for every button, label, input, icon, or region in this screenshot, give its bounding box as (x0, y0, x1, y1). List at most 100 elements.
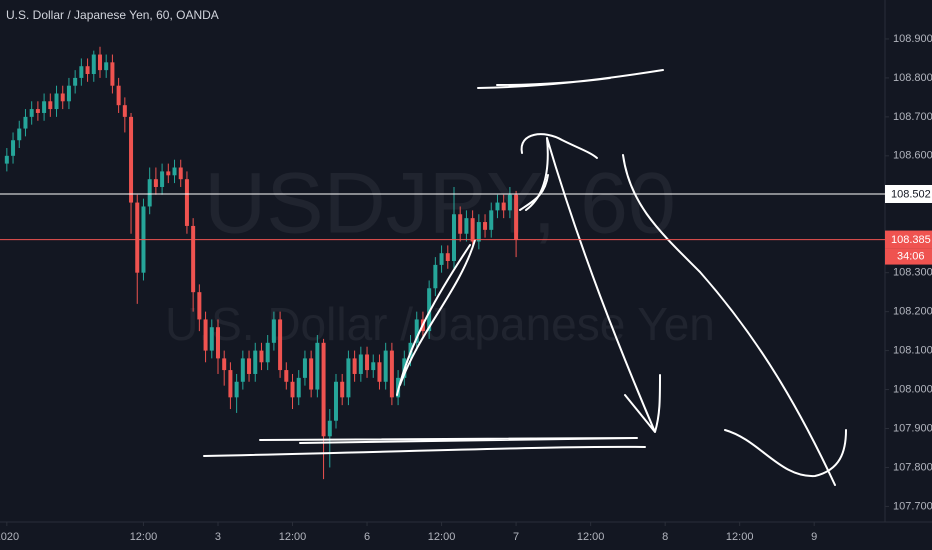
y-tick-label: 107.700 (893, 500, 932, 512)
candle-body (271, 319, 276, 343)
candle-body (445, 253, 450, 261)
candle-body (340, 381, 345, 398)
price-label: 108.502 (891, 188, 931, 200)
candle-body (483, 222, 488, 230)
drawing (396, 174, 549, 396)
candle-body (42, 101, 47, 113)
candle-body (259, 350, 264, 363)
candle-body (327, 420, 332, 437)
candle-body (247, 358, 252, 374)
price-axis (885, 0, 932, 550)
candle-body (166, 171, 171, 176)
candle-body (203, 319, 208, 351)
drawing (259, 437, 638, 444)
candle-body (48, 101, 53, 110)
candle-body (172, 167, 177, 176)
drawing (724, 429, 847, 478)
candle-body (153, 179, 158, 187)
candle-body (507, 194, 512, 211)
candle-body (290, 381, 295, 398)
candle-body (209, 327, 214, 351)
x-tick-label: 9 (811, 531, 817, 543)
candle-body (122, 105, 127, 117)
candle-body (160, 171, 165, 187)
candle-body (309, 358, 314, 390)
candle-body (495, 202, 500, 211)
drawing (477, 69, 664, 89)
candle-body (184, 179, 189, 226)
x-tick-label: 2020 (0, 531, 19, 543)
drawings (203, 69, 847, 486)
y-tick-label: 108.300 (893, 267, 932, 279)
y-tick-label: 107.800 (893, 461, 932, 473)
y-tick-label: 108.600 (893, 150, 932, 162)
candle-body (358, 354, 363, 374)
candle-body (371, 362, 376, 371)
candle-body (54, 93, 59, 110)
y-tick-label: 107.900 (893, 422, 932, 434)
y-tick-label: 108.100 (893, 345, 932, 357)
candle-body (352, 358, 357, 374)
y-tick-label: 108.700 (893, 111, 932, 123)
x-tick-label: 12:00 (726, 531, 754, 543)
candle-body (135, 202, 140, 273)
x-tick-label: 3 (215, 531, 221, 543)
candle-body (11, 140, 16, 156)
drawing (525, 137, 661, 433)
candle-body (110, 62, 115, 86)
candle-body (147, 179, 152, 207)
y-tick-label: 108.000 (893, 383, 932, 395)
candle-body (116, 85, 121, 106)
candle-body (104, 62, 109, 71)
candle-body (178, 167, 183, 180)
candle-body (35, 109, 40, 113)
candle-body (91, 54, 96, 75)
candle-body (414, 319, 419, 343)
candle-body (253, 350, 258, 374)
candle-body (284, 370, 289, 382)
candle-body (458, 214, 463, 234)
candle-body (60, 93, 65, 102)
y-tick-label: 108.900 (893, 33, 932, 45)
candle-body (234, 381, 239, 398)
candle-body (315, 342, 320, 390)
candle-body (389, 350, 394, 398)
candle-body (278, 319, 283, 371)
candle-body (197, 292, 202, 320)
price-label-box (885, 230, 932, 249)
candle-body (321, 342, 326, 437)
watermark-symbol: USDJPY, 60 (204, 156, 676, 252)
y-tick-label: 108.200 (893, 306, 932, 318)
x-tick-label: 12:00 (130, 531, 158, 543)
candle-body (427, 288, 432, 332)
candle-body (346, 358, 351, 398)
candle-body (4, 155, 9, 164)
x-tick-label: 12:00 (577, 531, 605, 543)
candle-body (501, 202, 506, 211)
candle-body (296, 377, 301, 398)
x-tick-label: 7 (513, 531, 519, 543)
candle-body (383, 350, 388, 382)
countdown: 34:06 (897, 250, 925, 262)
drawing (203, 445, 646, 457)
candle-body (215, 327, 220, 359)
chart-title: U.S. Dollar / Japanese Yen, 60, OANDA (6, 8, 219, 22)
drawing (622, 154, 836, 486)
candle-body (73, 77, 78, 86)
watermark-description: U.S. Dollar / Japanese Yen (165, 298, 715, 350)
candle-body (97, 54, 102, 71)
candle-body (222, 358, 227, 371)
candle-body (439, 253, 444, 265)
candle-body (514, 194, 519, 240)
candle-body (265, 342, 270, 363)
y-tick-label: 108.800 (893, 72, 932, 84)
candle-body (333, 381, 338, 421)
candle-body (17, 128, 22, 141)
candle-body (464, 218, 469, 234)
x-tick-label: 12:00 (428, 531, 456, 543)
candle-body (66, 85, 71, 102)
x-tick-label: 6 (364, 531, 370, 543)
candle-body (240, 358, 245, 382)
candle-body (489, 210, 494, 230)
